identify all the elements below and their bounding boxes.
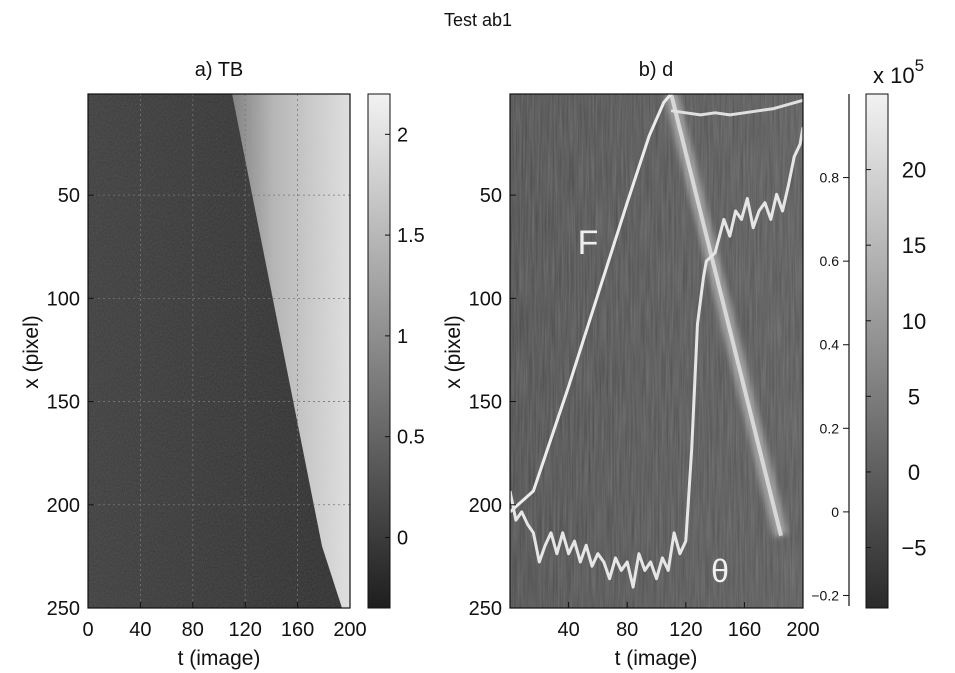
panel-b-colorbar-ticks: −5 0 5 10 15 20 — [866, 158, 927, 561]
panel-b-series-theta — [510, 127, 803, 589]
panel-b-right-axis-tick-label: 0.6 — [820, 253, 840, 269]
panel-a-frame — [87, 93, 351, 609]
panel-a-x-tick-label: 160 — [281, 619, 314, 641]
panel-b-colorbar-tick-label: −5 — [901, 536, 926, 561]
panel-a-grid — [88, 94, 350, 608]
panel-b-series-top — [670, 98, 803, 117]
panel-a-x-tick-label: 120 — [229, 619, 262, 641]
panel-a-x-tick-label: 80 — [182, 619, 204, 641]
annotation-theta: θ — [711, 553, 729, 589]
panel-b-x-ticks: 40 80 120 160 200 — [557, 602, 820, 641]
panel-a-x-tick-label: 40 — [129, 619, 151, 641]
panel-b-colorbar-tick-label: 20 — [902, 158, 926, 183]
panel-a-y-tick-label: 100 — [47, 288, 80, 310]
panel-b-frame — [509, 93, 804, 609]
panel-b-colorbar-exponent-power: 5 — [915, 56, 924, 75]
panel-b-right-axis-tick-label: −0.2 — [811, 587, 839, 603]
panel-a-colorbar-tick-label: 1 — [397, 326, 408, 348]
annotation-F: F — [578, 224, 599, 262]
panel-a-colorbar-tick-label: 1.5 — [397, 225, 425, 247]
panel-a-colorbar — [367, 93, 391, 609]
panel-a-y-tick-label: 250 — [47, 598, 80, 620]
panel-b-title: b) d — [639, 59, 673, 81]
panel-a-y-tick-label: 150 — [47, 392, 80, 414]
panel-a-colorbar-tick-label: 0.5 — [397, 427, 425, 449]
panel-b-x-tick-label: 160 — [728, 619, 761, 641]
panel-a-heatmap — [88, 94, 350, 608]
panel-b-x-tick-label: 40 — [557, 619, 579, 641]
panel-b-x-label: t (image) — [615, 647, 698, 670]
panel-b-right-axis-tick-label: 0.2 — [820, 420, 840, 436]
panel-b-colorbar — [865, 93, 889, 609]
panel-a-colorbar-tick-label: 2 — [397, 124, 408, 146]
panel-a-y-tick-label: 200 — [47, 495, 80, 517]
panel-a-colorbar-tick-label: 0 — [397, 527, 408, 549]
panel-b-heatmap — [510, 94, 803, 608]
panel-b-colorbar-tick-label: 0 — [908, 460, 920, 485]
panel-a-x-label: t (image) — [178, 647, 261, 670]
panel-a-x-tick-label: 200 — [333, 619, 366, 641]
panel-b-ridge — [669, 94, 783, 537]
panel-b-y-tick-label: 100 — [469, 288, 502, 310]
panel-b-y-tick-label: 200 — [469, 495, 502, 517]
figure-title: Test ab1 — [444, 10, 512, 30]
panel-a-colorbar-ticks: 0 0.5 1 1.5 2 — [385, 124, 425, 549]
panel-a-y-ticks: 50 100 150 200 250 — [47, 185, 94, 620]
panel-a-x-tick-label: 0 — [82, 619, 93, 641]
panel-b-right-axis-ticks: −0.2 0 0.2 0.4 0.6 0.8 — [811, 170, 849, 603]
panel-a-y-label: x (pixel) — [20, 315, 43, 389]
panel-b-y-ticks: 50 100 150 200 250 — [469, 185, 516, 620]
panel-b-right-axis-tick-label: 0 — [831, 504, 839, 520]
panel-b-y-tick-label: 50 — [480, 185, 502, 207]
panel-b-x-tick-label: 200 — [786, 619, 819, 641]
panel-b-y-label: x (pixel) — [442, 315, 465, 389]
panel-b-y-tick-label: 250 — [469, 598, 502, 620]
panel-a-x-ticks: 0 40 80 120 160 200 — [82, 602, 367, 641]
panel-b-colorbar-tick-label: 5 — [908, 384, 920, 409]
panel-b-x-tick-label: 120 — [669, 619, 702, 641]
panel-b-y-tick-label: 150 — [469, 392, 502, 414]
panel-a-y-tick-label: 50 — [58, 185, 80, 207]
panel-b-series-F — [510, 94, 673, 514]
panel-b-right-axis-tick-label: 0.4 — [820, 337, 840, 353]
panel-b-colorbar-tick-label: 10 — [902, 309, 926, 334]
panel-a-title: a) TB — [195, 59, 244, 81]
panel-b-colorbar-exponent: x 105 — [873, 56, 924, 88]
panel-b-x-tick-label: 80 — [616, 619, 638, 641]
panel-b-right-axis-tick-label: 0.8 — [820, 170, 840, 186]
panel-b-colorbar-tick-label: 15 — [902, 233, 926, 258]
panel-b-colorbar-exponent-base: x 10 — [873, 63, 915, 88]
